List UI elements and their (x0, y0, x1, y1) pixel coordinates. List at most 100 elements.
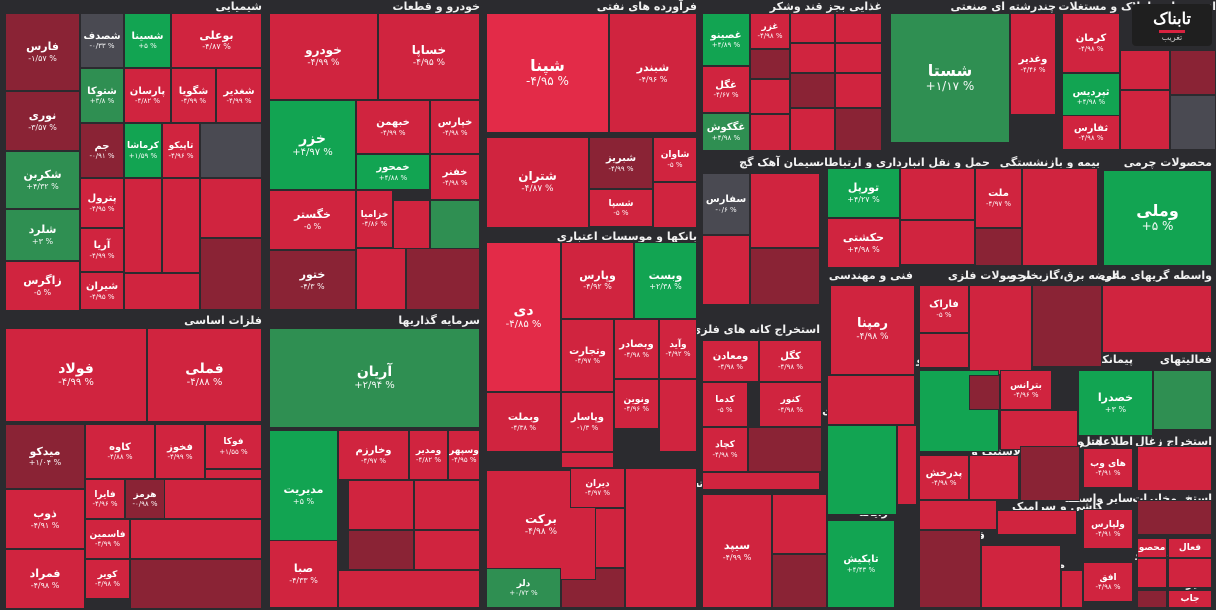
stock-tile-unlabeled[interactable] (790, 13, 835, 43)
stock-tile-unlabeled[interactable] (750, 173, 820, 248)
stock-tile-unlabeled[interactable] (919, 500, 997, 530)
stock-tile[interactable]: ونوین -۴/۹۶ % (614, 379, 659, 429)
stock-tile[interactable]: وبصادر -۴/۹۸ % (614, 319, 659, 379)
stock-tile-unlabeled[interactable] (772, 554, 827, 608)
stock-tile-unlabeled[interactable] (997, 510, 1077, 535)
stock-tile[interactable]: خصدرا +۳ % (1078, 370, 1153, 436)
stock-tile-unlabeled[interactable] (414, 480, 480, 530)
stock-tile[interactable]: شستا +۱/۱۷ % (890, 13, 1010, 143)
stock-tile-unlabeled[interactable] (1020, 446, 1080, 501)
stock-tile[interactable]: خمحور +۴/۸۸ % (356, 154, 430, 190)
stock-tile[interactable]: غزر -۴/۹۸ % (750, 13, 790, 49)
stock-tile[interactable]: کدما -۵ % (702, 382, 748, 427)
stock-tile[interactable]: ملت -۴/۹۷ % (975, 168, 1022, 228)
stock-tile[interactable]: کرماشا +۱/۵۹ % (124, 123, 162, 178)
stock-tile[interactable]: مدیریت +۵ % (269, 430, 338, 560)
stock-tile-unlabeled[interactable] (338, 570, 480, 608)
stock-tile[interactable]: شصدف -۰/۳۳ % (80, 13, 124, 68)
stock-tile-unlabeled[interactable] (162, 178, 200, 273)
stock-tile-unlabeled[interactable] (750, 114, 790, 151)
stock-tile-unlabeled[interactable] (897, 425, 917, 505)
stock-tile[interactable]: وسپهر -۴/۹۵ % (448, 430, 480, 480)
stock-tile-unlabeled[interactable] (393, 200, 430, 250)
stock-tile[interactable]: وبست +۲/۳۸ % (634, 242, 697, 319)
stock-tile[interactable]: خزر +۴/۹۷ % (269, 100, 356, 190)
stock-tile-unlabeled[interactable] (625, 468, 697, 608)
stock-tile[interactable]: فارس -۱/۵۷ % (5, 13, 80, 91)
stock-tile-unlabeled[interactable] (750, 248, 820, 305)
stock-tile[interactable]: ولپارس -۴/۹۱ % (1083, 509, 1133, 549)
stock-tile[interactable]: جاب (1168, 590, 1212, 608)
stock-tile-unlabeled[interactable] (1022, 168, 1098, 266)
stock-tile-unlabeled[interactable] (1137, 446, 1212, 491)
stock-tile-unlabeled[interactable] (200, 178, 262, 238)
stock-tile[interactable]: پارسان -۴/۸۲ % (124, 68, 171, 123)
stock-tile[interactable]: وپاسار -۱/۳ % (561, 392, 614, 452)
stock-tile-unlabeled[interactable] (1032, 285, 1102, 367)
stock-tile[interactable]: محصو (1137, 538, 1167, 558)
stock-tile-unlabeled[interactable] (430, 200, 480, 250)
stock-tile[interactable]: ختور -۴/۳ % (269, 250, 356, 310)
stock-tile-unlabeled[interactable] (835, 13, 882, 43)
stock-tile[interactable]: خودرو -۴/۹۹ % (269, 13, 378, 100)
stock-tile[interactable]: شپنا -۴/۹۵ % (486, 13, 609, 133)
stock-tile-unlabeled[interactable] (561, 452, 614, 468)
stock-tile[interactable]: کنور -۴/۹۸ % (759, 382, 822, 427)
stock-tile[interactable]: ومعادن -۴/۹۸ % (702, 340, 759, 382)
stock-tile[interactable]: فملی -۴/۸۸ % (147, 328, 262, 422)
stock-tile-unlabeled[interactable] (975, 228, 1022, 266)
stock-tile-unlabeled[interactable] (790, 108, 835, 151)
stock-tile[interactable]: شغدیر -۴/۹۹ % (216, 68, 262, 123)
stock-tile[interactable]: کاوه -۴/۸۸ % (85, 424, 155, 479)
stock-tile-unlabeled[interactable] (200, 123, 262, 178)
stock-tile[interactable]: تاپیکو -۴/۹۶ % (162, 123, 200, 178)
stock-tile-unlabeled[interactable] (205, 469, 262, 479)
stock-tile[interactable]: فوکا +۱/۵۵ % (205, 424, 262, 469)
stock-tile[interactable]: فعال (1168, 538, 1212, 558)
stock-tile-unlabeled[interactable] (835, 43, 882, 73)
stock-tile-unlabeled[interactable] (1061, 570, 1083, 608)
stock-tile[interactable]: وخارزم -۴/۹۷ % (338, 430, 409, 480)
stock-tile[interactable]: خبهمن -۴/۹۹ % (356, 100, 430, 154)
stock-tile[interactable]: زاگرس -۵ % (5, 261, 80, 311)
stock-tile[interactable]: ومدیر -۴/۸۲ % (409, 430, 448, 480)
stock-tile-unlabeled[interactable] (130, 559, 262, 609)
stock-tile[interactable]: شسپا -۵ % (589, 189, 653, 227)
stock-tile-unlabeled[interactable] (1120, 90, 1170, 150)
stock-tile[interactable]: شاوان -۵ % (653, 137, 697, 182)
stock-tile[interactable]: هرمز -۰/۹۸ % (125, 479, 165, 519)
stock-tile-unlabeled[interactable] (827, 425, 897, 515)
stock-tile-unlabeled[interactable] (659, 379, 697, 452)
stock-tile[interactable]: تورپل +۴/۲۷ % (827, 168, 900, 218)
stock-tile[interactable]: شبندر -۴/۹۶ % (609, 13, 697, 133)
stock-tile-unlabeled[interactable] (919, 333, 969, 368)
stock-tile-unlabeled[interactable] (1000, 410, 1078, 450)
stock-tile[interactable]: وغدیر -۴/۴۶ % (1010, 13, 1056, 115)
stock-tile-unlabeled[interactable] (348, 480, 414, 530)
stock-tile[interactable]: شیران -۴/۹۵ % (80, 272, 124, 310)
stock-tile-unlabeled[interactable] (124, 273, 200, 310)
stock-tile-unlabeled[interactable] (969, 375, 1000, 410)
stock-tile[interactable]: صبا -۴/۳۳ % (269, 540, 338, 608)
stock-tile-unlabeled[interactable] (414, 530, 480, 570)
stock-tile[interactable]: کچاد -۴/۹۸ % (702, 427, 748, 472)
stock-tile-unlabeled[interactable] (790, 43, 835, 73)
stock-tile-unlabeled[interactable] (1153, 370, 1212, 430)
stock-tile[interactable]: ذوب -۴/۹۱ % (5, 489, 85, 549)
stock-tile-unlabeled[interactable] (130, 519, 262, 559)
stock-tile[interactable]: فاراک -۵ % (919, 285, 969, 333)
stock-tile-unlabeled[interactable] (1170, 95, 1216, 150)
stock-tile[interactable]: بوعلی -۴/۸۷ % (171, 13, 262, 68)
stock-tile[interactable]: وتجارت -۴/۹۷ % (561, 319, 614, 392)
stock-tile-unlabeled[interactable] (653, 182, 697, 228)
stock-tile[interactable]: کویر -۴/۹۸ % (85, 559, 130, 599)
stock-tile-unlabeled[interactable] (835, 73, 882, 108)
stock-tile[interactable]: فولاد -۴/۹۹ % (5, 328, 147, 422)
stock-tile[interactable]: تاپکیش +۴/۴۳ % (827, 520, 895, 608)
stock-tile[interactable]: نوری -۳/۵۷ % (5, 91, 80, 151)
stock-tile-unlabeled[interactable] (969, 285, 1032, 375)
stock-tile-unlabeled[interactable] (1137, 500, 1212, 535)
stock-tile-unlabeled[interactable] (827, 375, 915, 425)
stock-tile[interactable]: دیران -۴/۹۷ % (570, 468, 625, 508)
stock-tile[interactable]: های وب -۴/۹۱ % (1083, 448, 1133, 488)
